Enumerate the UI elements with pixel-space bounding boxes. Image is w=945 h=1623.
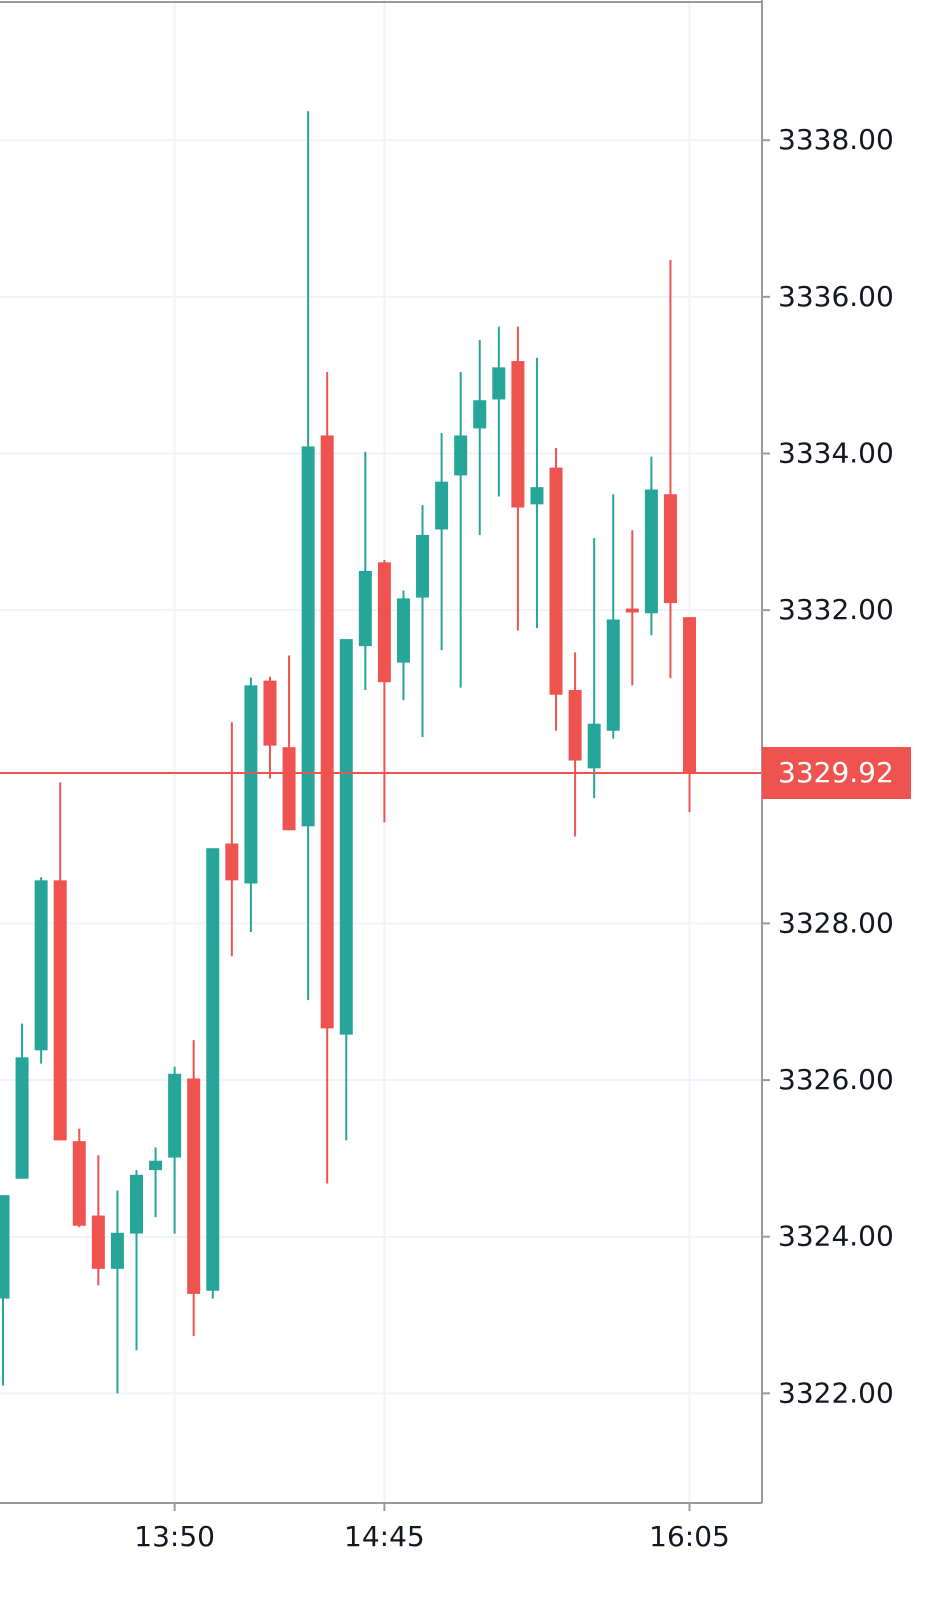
candle-body: [91, 1215, 105, 1269]
candle-body: [625, 608, 639, 613]
candle-body: [320, 435, 334, 1029]
y-tick-label: 3332.00: [778, 593, 894, 626]
candle-body: [168, 1073, 182, 1158]
candle-body: [282, 747, 296, 831]
y-tick-label: 3328.00: [778, 906, 894, 939]
last-price-label: 3329.92: [778, 756, 894, 789]
candle-body: [15, 1057, 29, 1179]
candle-body: [129, 1174, 143, 1234]
y-tick-label: 3322.00: [778, 1376, 894, 1409]
candle-body: [187, 1078, 201, 1294]
candle-body: [530, 487, 544, 505]
candle-body: [206, 848, 220, 1291]
candle-body: [568, 690, 582, 761]
label-layer: 3322.00 3324.00 3326.00 3328.00 3332.00 3334.…: [134, 123, 911, 1553]
candle-body: [644, 489, 658, 614]
candle-body: [244, 685, 258, 884]
candle-body: [435, 481, 449, 530]
candle-body: [110, 1232, 124, 1269]
y-tick-label: 3338.00: [778, 123, 894, 156]
candle-body: [225, 843, 239, 881]
x-tick-label: 16:05: [649, 1520, 730, 1553]
candle-body: [34, 880, 48, 1051]
candle-body: [53, 880, 67, 1141]
y-tick-label: 3326.00: [778, 1063, 894, 1096]
candle-body: [606, 619, 620, 731]
candle-body: [663, 494, 677, 604]
candle-body: [492, 367, 506, 400]
candle-body: [263, 680, 277, 746]
candle-body: [416, 534, 430, 598]
last-price-badge: [762, 747, 911, 800]
candle-body: [396, 598, 410, 663]
candle-body: [454, 435, 468, 476]
grid-layer: [0, 0, 762, 1503]
candle-body: [377, 562, 391, 683]
candle-body: [511, 361, 525, 508]
candle-body: [301, 446, 315, 827]
y-tick-label: 3334.00: [778, 436, 894, 469]
x-tick-label: 14:45: [344, 1520, 425, 1553]
candle-body: [358, 570, 372, 647]
candle-body: [339, 639, 353, 1035]
y-tick-label: 3324.00: [778, 1220, 894, 1253]
candle-body: [72, 1141, 86, 1226]
candle-body: [149, 1160, 163, 1171]
candle-body: [587, 723, 601, 769]
x-tick-label: 13:50: [134, 1520, 215, 1553]
candle-body: [683, 617, 697, 774]
y-tick-label: 3336.00: [778, 280, 894, 313]
candle-body: [549, 467, 563, 695]
candle-body: [473, 400, 487, 429]
candle-body: [0, 1195, 10, 1299]
mark-layer: [0, 111, 762, 1394]
